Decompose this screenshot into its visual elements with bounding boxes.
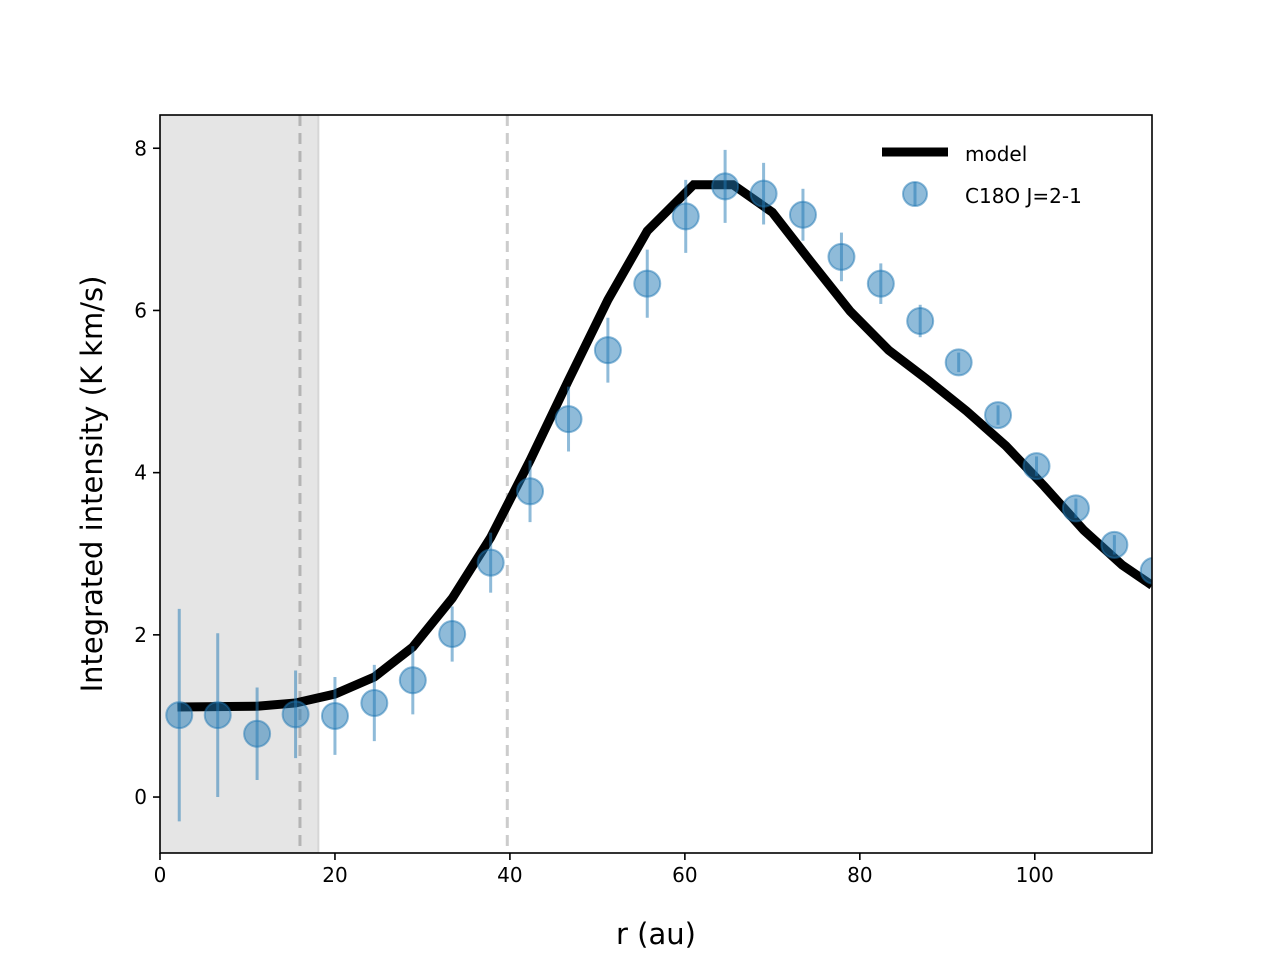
data-point xyxy=(438,620,467,649)
data-point xyxy=(203,701,232,730)
x-tick-label: 0 xyxy=(154,863,167,887)
y-tick-label: 6 xyxy=(134,298,147,322)
data-point xyxy=(749,179,778,208)
data-point xyxy=(788,200,817,229)
data-point xyxy=(1022,452,1051,481)
legend-model-label: model xyxy=(965,142,1027,166)
data-point xyxy=(906,306,935,335)
legend: model C18O J=2-1 xyxy=(882,142,1082,208)
y-tick-label: 8 xyxy=(134,136,147,160)
x-tick-label: 100 xyxy=(1016,863,1054,887)
data-point xyxy=(360,688,389,717)
data-point xyxy=(165,701,194,730)
x-tick-label: 60 xyxy=(672,863,697,887)
data-point xyxy=(711,172,740,201)
axes-frame xyxy=(159,114,1153,854)
data-point xyxy=(1139,556,1152,585)
data-point xyxy=(593,336,622,365)
data-point xyxy=(476,548,505,577)
data-point xyxy=(243,719,272,748)
y-tick-label: 2 xyxy=(134,623,147,647)
data-point xyxy=(827,242,856,271)
data-point xyxy=(320,701,349,730)
data-point xyxy=(866,269,895,298)
data-point xyxy=(1061,494,1090,523)
data-point xyxy=(984,401,1013,430)
plot-area: 0 20 40 60 80 100 0 2 4 6 8 xyxy=(134,114,1153,887)
data-point xyxy=(554,405,583,434)
x-tick-label: 20 xyxy=(322,863,347,887)
data-point xyxy=(671,202,700,231)
data-point xyxy=(944,348,973,377)
x-tick-label: 80 xyxy=(847,863,872,887)
data-point xyxy=(398,666,427,695)
model-line xyxy=(177,180,1152,712)
y-tick-label: 0 xyxy=(134,785,147,809)
plot-inner xyxy=(160,115,1152,853)
data-point xyxy=(633,269,662,298)
data-point xyxy=(1100,530,1129,559)
data-point xyxy=(281,700,310,729)
y-axis-label: Integrated intensity (K km/s) xyxy=(75,276,109,693)
legend-data-label: C18O J=2-1 xyxy=(965,184,1082,208)
shaded-region xyxy=(160,115,320,853)
x-axis-label: r (au) xyxy=(616,917,696,951)
y-tick-label: 4 xyxy=(134,461,147,485)
x-tick-label: 40 xyxy=(497,863,522,887)
data-point xyxy=(516,477,545,506)
